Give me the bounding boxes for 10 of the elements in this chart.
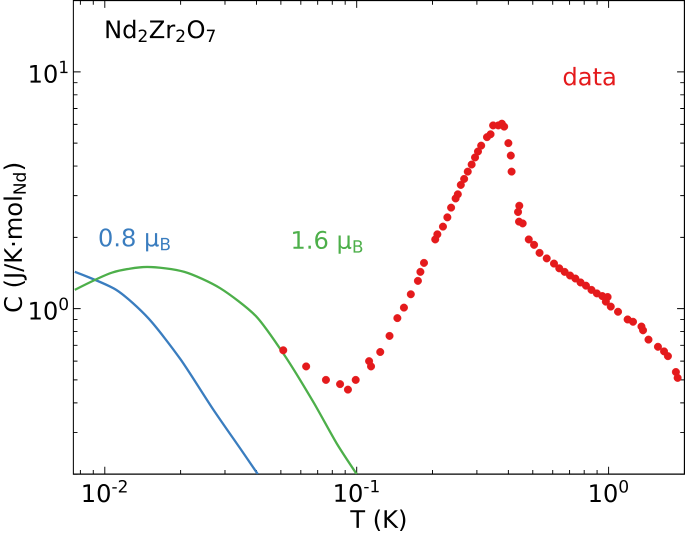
y-tick-label: 10$^{1}$ xyxy=(30,60,68,84)
annotation: Nd$_{2}$Zr$_{2}$O$_{7}$ xyxy=(106,20,215,42)
text: 1.6 μ$_{B}$ xyxy=(293,231,362,254)
series-label: 0.8 μ$_{B}$ xyxy=(100,228,170,252)
x-tick-label: 10$^{0}$ xyxy=(590,480,628,503)
text: data xyxy=(564,67,615,86)
y-axis-title: C (J/K·mol$_{Nd}$) xyxy=(3,164,27,312)
x-axis-title: T (K) xyxy=(350,510,406,532)
x-tick-label: 10$^{-2}$ xyxy=(83,480,127,503)
x-tick-label: 10$^{-1}$ xyxy=(335,480,379,502)
